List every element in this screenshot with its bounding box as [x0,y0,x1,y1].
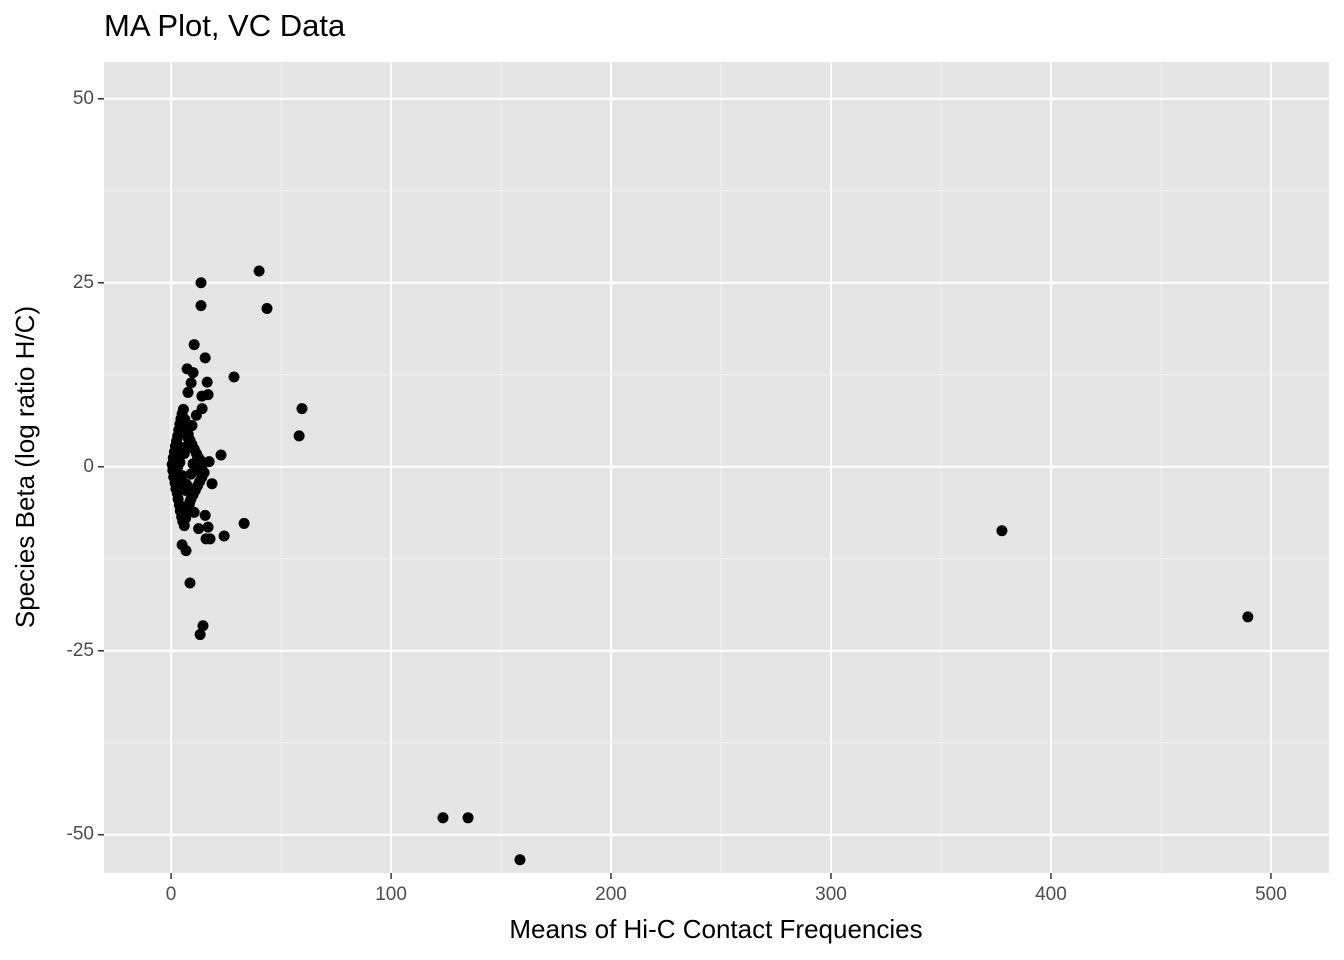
point [514,854,526,866]
point [218,530,230,542]
x-tick-label: 400 [1035,884,1067,905]
y-tick-label: -25 [67,640,94,661]
point [996,525,1008,537]
point [238,517,250,529]
point [185,377,197,389]
point [296,403,308,415]
y-tick-label: -50 [67,824,94,845]
x-axis-title: Means of Hi-C Contact Frequencies [509,914,922,944]
point [437,812,449,824]
point [196,390,208,402]
point [253,265,265,277]
y-tick-label: 50 [73,88,94,109]
x-tick-label: 0 [166,884,177,905]
point [182,386,194,398]
point [187,367,199,379]
point [197,620,209,632]
y-axis-title: Species Beta (log ratio H/C) [10,306,40,628]
point [179,484,191,496]
point [190,409,202,421]
point [195,300,207,312]
x-tick-label: 100 [375,884,407,905]
point [182,431,194,443]
point [293,430,305,442]
point [177,403,189,415]
point [186,420,198,432]
point [188,506,200,518]
point [462,812,474,824]
point [176,539,188,551]
point [184,577,196,589]
point [194,465,206,477]
point [199,509,211,521]
y-tick-label: 0 [83,456,94,477]
point [175,475,187,487]
y-tick-label: 25 [73,272,94,293]
point [215,449,227,461]
point [1242,611,1254,623]
point [199,352,211,364]
point [194,629,206,641]
x-tick-label: 200 [595,884,627,905]
x-tick-label: 500 [1255,884,1287,905]
point [201,376,213,388]
chart-title: MA Plot, VC Data [104,8,346,43]
point [184,496,196,508]
point [195,277,207,289]
point [206,478,218,490]
point [202,521,214,533]
point [261,303,273,315]
point [173,454,185,466]
x-tick-label: 300 [815,884,847,905]
point [188,339,200,351]
point [228,371,240,383]
point [191,453,203,465]
point [171,463,183,475]
point [177,442,189,454]
point [193,523,205,535]
point [200,533,212,545]
